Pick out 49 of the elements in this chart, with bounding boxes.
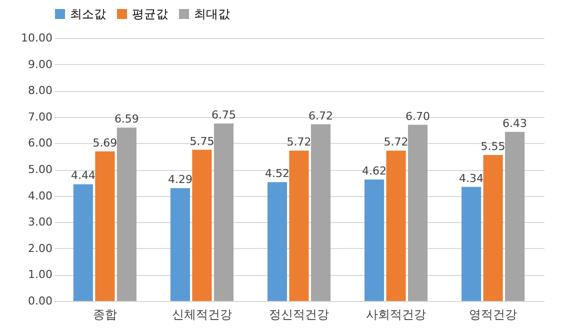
x-tick-label: 신체적건강 (172, 308, 232, 322)
data-label: 4.29 (168, 173, 192, 186)
y-tick-label: 6.00 (28, 136, 52, 150)
y-tick-label: 3.00 (28, 216, 52, 229)
data-label: 6.59 (114, 112, 139, 126)
data-label: 5.72 (286, 136, 312, 149)
bar (73, 184, 93, 301)
y-tick-label: 4.00 (28, 189, 52, 202)
y-tick-label: 8.00 (28, 84, 52, 98)
bar (462, 186, 482, 301)
bar (408, 124, 428, 301)
data-label: 4.52 (265, 167, 290, 180)
data-label: 6.70 (406, 110, 430, 123)
bar (310, 124, 331, 301)
bar (505, 132, 525, 301)
data-label: 5.75 (190, 134, 214, 148)
y-tick-label: 10.00 (21, 32, 52, 44)
data-label: 4.34 (459, 172, 484, 185)
y-tick-label: 0.00 (28, 294, 52, 308)
data-label: 5.55 (480, 140, 506, 154)
y-tick-label: 9.00 (28, 58, 52, 71)
data-label: 4.62 (362, 164, 387, 178)
bar (267, 182, 288, 301)
y-tick-label: 7.00 (28, 110, 52, 124)
x-tick-label: 사회적건강 (366, 308, 426, 322)
data-label: 4.44 (70, 169, 96, 182)
bar (95, 151, 115, 301)
bar (483, 155, 503, 301)
legend-label: 최소값 (70, 7, 106, 21)
bar (364, 179, 384, 301)
bar (214, 123, 234, 301)
bar (192, 150, 212, 301)
data-label: 5.69 (92, 136, 118, 150)
bar (170, 188, 190, 301)
y-tick-label: 1.00 (28, 268, 52, 282)
data-label: 6.75 (211, 108, 236, 122)
bar (116, 128, 136, 301)
x-tick-label: 종합 (92, 308, 117, 322)
x-tick-label: 정신적건강 (269, 308, 329, 322)
x-tick-label: 영적건강 (469, 308, 518, 322)
data-label: 5.72 (384, 136, 408, 149)
legend-label: 최대값 (194, 7, 230, 21)
y-tick-label: 2.00 (28, 242, 52, 255)
data-label: 6.43 (502, 116, 528, 130)
y-tick-label: 5.00 (28, 163, 52, 176)
bar (289, 150, 309, 301)
data-label: 6.72 (308, 109, 333, 122)
bar (386, 150, 406, 301)
legend-label: 평균값 (132, 7, 168, 21)
